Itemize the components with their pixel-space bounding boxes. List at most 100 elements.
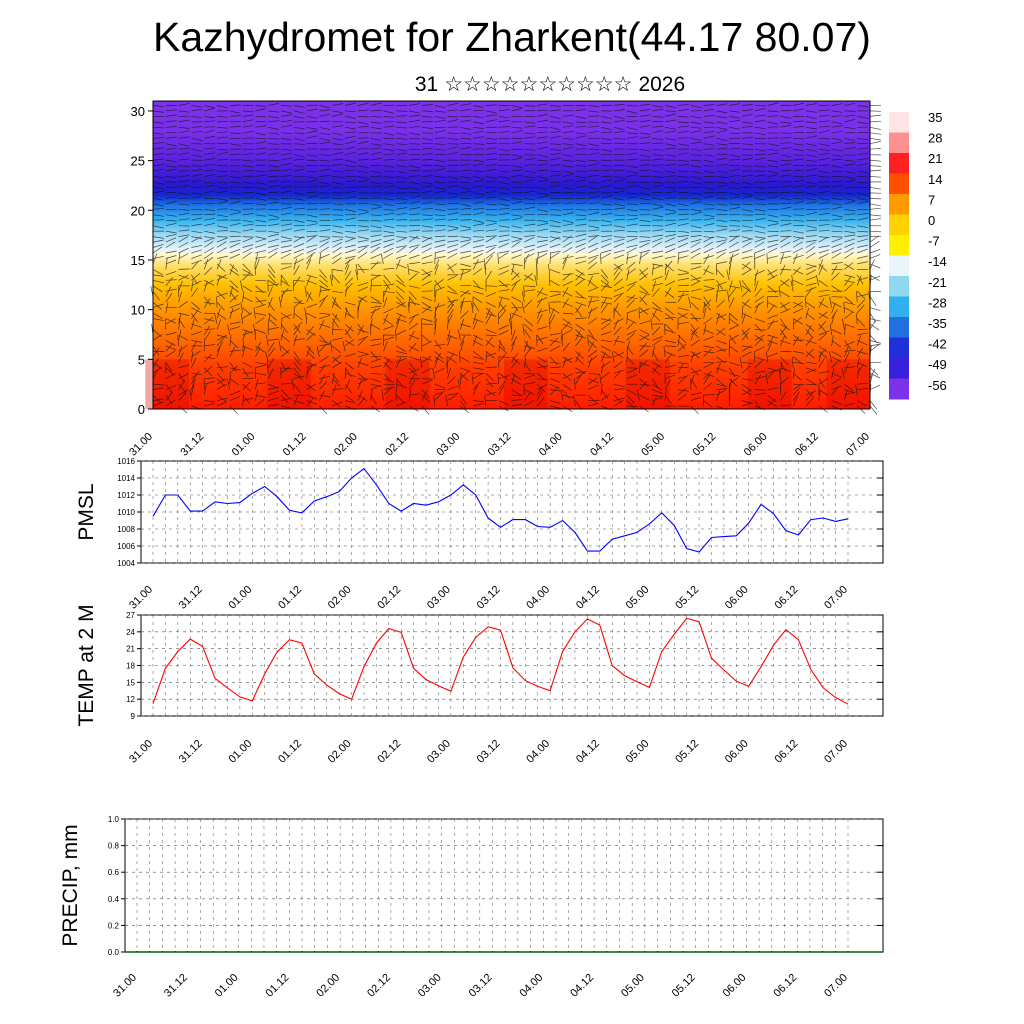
subtitle-year: 2026 <box>638 73 686 96</box>
pmsl-xtick-label: 31.12 <box>177 584 205 612</box>
pmsl-ytick-label: 1008 <box>117 525 135 534</box>
pmsl-xtick-label: 07.00 <box>822 584 850 612</box>
temp-ytick-label: 24 <box>126 628 135 637</box>
temp-ytick-label: 9 <box>131 712 136 721</box>
warm-column-2 <box>385 359 430 409</box>
pmsl-xtick-label: 03.00 <box>425 584 453 612</box>
colorbar-segment <box>889 358 909 379</box>
colorbar-segment <box>889 317 909 338</box>
cross-section-xtick-label: 03.12 <box>486 431 514 459</box>
precip-ytick-label: 0.0 <box>108 948 120 957</box>
pmsl-xtick-label: 04.00 <box>524 584 552 612</box>
precip-xtick-label: 03.12 <box>467 972 495 1000</box>
cross-section-ytick-label: 5 <box>138 352 145 367</box>
colorbar-segment <box>889 296 909 318</box>
colorbar-segment <box>889 173 909 195</box>
colorbar-segment <box>889 153 909 174</box>
colorbar-segment <box>889 276 909 297</box>
temp-xtick-label: 05.00 <box>624 738 652 766</box>
colorbar-label: 28 <box>928 131 942 146</box>
cross-section-xtick-label: 07.00 <box>844 431 872 459</box>
cross-section-xtick-label: 03.00 <box>434 431 462 459</box>
temp-xtick-label: 07.00 <box>822 738 850 766</box>
colorbar-label: -42 <box>928 337 947 352</box>
colorbar-label: -14 <box>928 254 947 269</box>
cross-section-xtick-label: 31.12 <box>178 431 206 459</box>
colorbar-label: -35 <box>928 316 947 331</box>
precip-xtick-label: 02.12 <box>365 972 393 1000</box>
wind-barbs <box>150 102 882 415</box>
colorbar-segment <box>889 337 909 359</box>
precip-xtick-label: 02.00 <box>314 972 342 1000</box>
cross-section-xtick-label: 04.12 <box>588 431 616 459</box>
pmsl-xtick-label: 04.12 <box>574 584 602 612</box>
pmsl-xtick-label: 03.12 <box>475 584 503 612</box>
colorbar-label: -28 <box>928 295 947 310</box>
precip-xtick-label: 05.00 <box>619 972 647 1000</box>
temp-xtick-label: 02.00 <box>326 738 354 766</box>
precip-xtick-label: 03.00 <box>416 972 444 1000</box>
temp-xtick-label: 31.00 <box>127 738 155 766</box>
cross-section-xtick-label: 02.00 <box>332 431 360 459</box>
colorbar-label: -7 <box>928 234 940 249</box>
temp-xtick-label: 06.00 <box>723 738 751 766</box>
precip-xtick-label: 31.12 <box>162 972 190 1000</box>
pmsl-xtick-label: 05.00 <box>624 584 652 612</box>
temp-xtick-label: 02.12 <box>375 738 403 766</box>
cross-section-xtick-label: 05.00 <box>639 431 667 459</box>
temp-ylabel: TEMP at 2 M <box>75 604 98 726</box>
pmsl-xtick-label: 06.12 <box>773 584 801 612</box>
precip-ytick-label: 0.6 <box>108 868 120 877</box>
cross-section-ytick-label: 10 <box>131 303 145 318</box>
colorbar-segment <box>889 112 909 133</box>
temp-xtick-label: 06.12 <box>773 738 801 766</box>
precip-ylabel: PRECIP, mm <box>59 824 82 946</box>
precip-xtick-label: 04.00 <box>517 972 545 1000</box>
precip-xtick-label: 05.12 <box>670 972 698 1000</box>
colorbar-segment <box>889 255 909 277</box>
colorbar-label: -49 <box>928 357 947 372</box>
colorbar-label: -56 <box>928 378 947 393</box>
colorbar-segment <box>889 235 909 256</box>
temp-xtick-label: 01.12 <box>276 738 304 766</box>
pmsl-series-line <box>152 467 849 553</box>
pmsl-xtick-label: 01.12 <box>276 584 304 612</box>
precip-xtick-label: 06.12 <box>771 972 799 1000</box>
pmsl-xtick-label: 31.00 <box>127 584 155 612</box>
colorbar-label: 7 <box>928 192 935 207</box>
colorbar-label: -21 <box>928 275 947 290</box>
precip-ytick-label: 0.2 <box>108 921 120 930</box>
warm-column-1 <box>267 359 312 409</box>
pmsl-ylabel: PMSL <box>75 483 98 540</box>
colorbar-segment <box>889 194 909 215</box>
cross-section-frame <box>152 100 871 410</box>
subtitle-month: ☆☆☆☆☆☆☆☆☆☆ <box>444 73 633 96</box>
pmsl-ytick-label: 1014 <box>117 474 135 483</box>
cross-section-xtick-label: 01.12 <box>281 431 309 459</box>
temp-xtick-label: 03.12 <box>475 738 503 766</box>
pmsl-ytick-label: 1016 <box>117 457 135 466</box>
temp-xtick-label: 31.12 <box>177 738 205 766</box>
temp-ytick-label: 12 <box>126 695 135 704</box>
temp-xtick-label: 03.00 <box>425 738 453 766</box>
colorbar-label: 0 <box>928 213 935 228</box>
colorbar-segment <box>889 214 909 236</box>
temp-xtick-label: 01.00 <box>226 738 254 766</box>
temp-ytick-label: 27 <box>126 611 135 620</box>
cross-section-xtick-label: 06.12 <box>793 431 821 459</box>
colorbar-label: 35 <box>928 110 942 125</box>
cross-section-ytick-label: 15 <box>131 253 145 268</box>
temp-ytick-label: 18 <box>126 662 135 671</box>
precip-xtick-label: 01.12 <box>264 972 292 1000</box>
pmsl-xtick-label: 01.00 <box>226 584 254 612</box>
pmsl-ytick-label: 1004 <box>117 559 135 568</box>
precip-ytick-label: 0.4 <box>108 895 120 904</box>
temp-ytick-label: 15 <box>126 678 135 687</box>
cross-section-xtick-label: 02.12 <box>383 431 411 459</box>
pmsl-xtick-label: 02.00 <box>326 584 354 612</box>
cross-section-ytick-label: 0 <box>138 402 145 417</box>
cross-section-field <box>153 101 870 409</box>
colorbar-label: 21 <box>928 151 942 166</box>
temp-xtick-label: 04.00 <box>524 738 552 766</box>
